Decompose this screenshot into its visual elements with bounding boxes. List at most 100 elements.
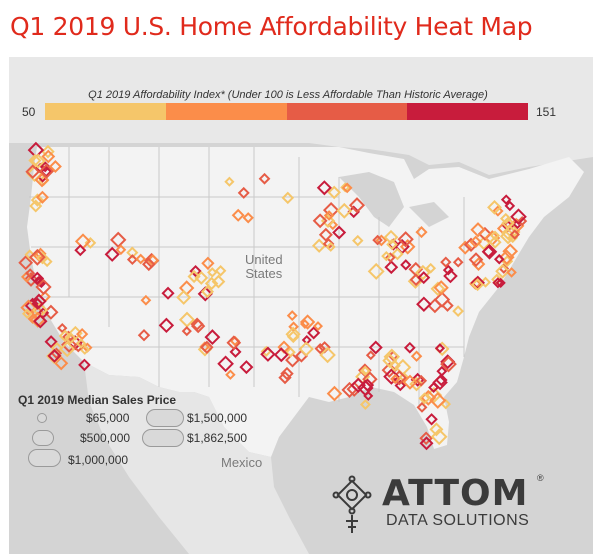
- market-marker[interactable]: [142, 257, 156, 272]
- market-marker[interactable]: [325, 241, 336, 252]
- market-marker[interactable]: [510, 208, 527, 226]
- market-marker[interactable]: [225, 369, 236, 380]
- market-marker[interactable]: [285, 352, 300, 368]
- market-marker[interactable]: [504, 200, 516, 212]
- market-marker[interactable]: [200, 340, 214, 355]
- market-marker[interactable]: [495, 277, 506, 288]
- market-marker[interactable]: [33, 314, 48, 329]
- market-marker[interactable]: [436, 365, 448, 377]
- market-marker[interactable]: [327, 185, 341, 200]
- market-marker[interactable]: [341, 182, 353, 194]
- market-marker[interactable]: [201, 256, 215, 270]
- market-marker[interactable]: [224, 176, 235, 187]
- market-marker[interactable]: [48, 159, 62, 174]
- market-marker[interactable]: [425, 262, 437, 274]
- market-marker[interactable]: [427, 298, 443, 314]
- market-marker[interactable]: [200, 285, 215, 299]
- market-marker[interactable]: [319, 346, 336, 364]
- market-marker[interactable]: [425, 386, 443, 404]
- market-marker[interactable]: [417, 271, 431, 285]
- market-marker[interactable]: [75, 338, 87, 349]
- market-marker[interactable]: [30, 153, 46, 169]
- market-marker[interactable]: [229, 345, 242, 358]
- market-marker[interactable]: [161, 286, 175, 300]
- market-marker[interactable]: [416, 296, 432, 313]
- market-marker[interactable]: [258, 172, 271, 185]
- market-marker[interactable]: [47, 348, 62, 363]
- market-marker[interactable]: [484, 230, 501, 246]
- market-marker[interactable]: [359, 365, 371, 377]
- market-marker[interactable]: [35, 278, 52, 296]
- market-marker[interactable]: [242, 212, 254, 224]
- market-marker[interactable]: [391, 247, 404, 261]
- market-marker[interactable]: [285, 346, 296, 358]
- market-marker[interactable]: [298, 341, 314, 357]
- market-marker[interactable]: [135, 253, 147, 265]
- market-marker[interactable]: [214, 265, 227, 277]
- market-marker[interactable]: [489, 230, 501, 241]
- market-marker[interactable]: [299, 314, 316, 330]
- market-marker[interactable]: [31, 293, 47, 309]
- market-marker[interactable]: [260, 346, 276, 362]
- market-marker[interactable]: [506, 267, 517, 278]
- market-marker[interactable]: [58, 329, 72, 343]
- market-marker[interactable]: [28, 248, 46, 266]
- market-marker[interactable]: [204, 276, 219, 291]
- market-marker[interactable]: [383, 229, 399, 245]
- market-marker[interactable]: [43, 304, 59, 320]
- market-marker[interactable]: [402, 374, 418, 390]
- market-marker[interactable]: [488, 235, 502, 249]
- market-marker[interactable]: [416, 401, 428, 413]
- market-marker[interactable]: [110, 231, 127, 249]
- market-marker[interactable]: [463, 237, 479, 253]
- market-marker[interactable]: [25, 268, 36, 279]
- market-marker[interactable]: [400, 259, 412, 271]
- market-marker[interactable]: [348, 197, 366, 214]
- market-marker[interactable]: [181, 326, 192, 337]
- market-marker[interactable]: [30, 193, 45, 207]
- market-marker[interactable]: [418, 392, 431, 405]
- market-marker[interactable]: [21, 308, 33, 319]
- market-marker[interactable]: [481, 245, 496, 259]
- market-marker[interactable]: [509, 229, 521, 240]
- market-marker[interactable]: [440, 256, 452, 268]
- market-marker[interactable]: [419, 436, 434, 451]
- market-marker[interactable]: [471, 278, 485, 292]
- market-marker[interactable]: [312, 213, 328, 229]
- market-marker[interactable]: [390, 373, 401, 385]
- market-marker[interactable]: [104, 246, 120, 262]
- market-marker[interactable]: [410, 350, 423, 362]
- market-marker[interactable]: [397, 231, 414, 248]
- market-marker[interactable]: [314, 342, 326, 355]
- market-marker[interactable]: [323, 210, 335, 221]
- market-marker[interactable]: [381, 250, 392, 262]
- market-marker[interactable]: [433, 280, 449, 296]
- market-marker[interactable]: [285, 326, 301, 342]
- market-marker[interactable]: [365, 350, 376, 361]
- market-marker[interactable]: [346, 381, 362, 397]
- market-marker[interactable]: [499, 249, 515, 266]
- market-marker[interactable]: [35, 190, 50, 204]
- market-marker[interactable]: [38, 163, 55, 179]
- market-marker[interactable]: [226, 335, 242, 351]
- market-marker[interactable]: [347, 205, 360, 219]
- market-marker[interactable]: [429, 391, 447, 409]
- market-marker[interactable]: [493, 253, 505, 265]
- market-marker[interactable]: [146, 254, 160, 267]
- market-marker[interactable]: [79, 344, 91, 355]
- market-marker[interactable]: [217, 355, 234, 373]
- market-marker[interactable]: [372, 234, 383, 246]
- market-marker[interactable]: [28, 153, 42, 168]
- market-marker[interactable]: [430, 428, 448, 446]
- market-marker[interactable]: [280, 366, 294, 381]
- market-marker[interactable]: [140, 294, 152, 306]
- market-marker[interactable]: [409, 376, 424, 392]
- market-marker[interactable]: [307, 326, 321, 340]
- market-marker[interactable]: [312, 238, 327, 253]
- market-marker[interactable]: [115, 244, 127, 256]
- market-marker[interactable]: [30, 271, 45, 286]
- market-marker[interactable]: [458, 240, 473, 255]
- market-marker[interactable]: [231, 208, 245, 222]
- market-marker[interactable]: [476, 236, 491, 251]
- market-marker[interactable]: [326, 385, 343, 402]
